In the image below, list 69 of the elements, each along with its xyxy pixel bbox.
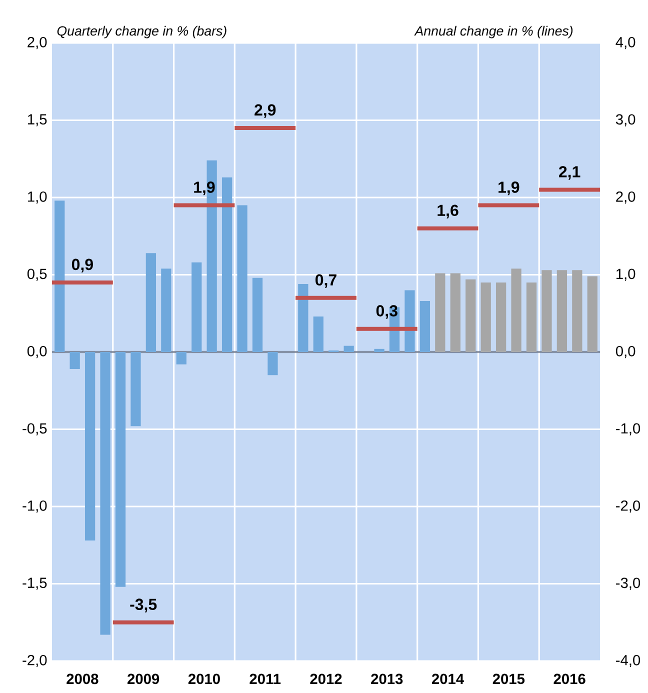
bar <box>84 352 96 540</box>
y-tick-label: 0,0 <box>27 346 47 358</box>
bar <box>54 200 65 352</box>
bar <box>480 282 491 352</box>
y2-axis-title: Annual change in % (lines) <box>414 26 573 38</box>
bar <box>115 352 126 587</box>
bar <box>526 282 537 352</box>
y-tick-label: 0,5 <box>27 268 47 281</box>
x-tick-label: 2008 <box>66 674 98 684</box>
bar <box>176 352 186 364</box>
bar <box>404 290 415 352</box>
x-tick-label: 2010 <box>188 674 220 684</box>
data-label: -3,5 <box>130 598 157 612</box>
bar <box>450 273 460 352</box>
bar <box>435 273 446 352</box>
bar <box>420 301 430 352</box>
data-label: 1,9 <box>194 182 215 196</box>
bar <box>130 352 141 426</box>
data-label: 2,9 <box>254 104 276 118</box>
bar <box>496 282 506 352</box>
y2-tick-label: 0,0 <box>616 346 636 358</box>
x-tick-label: 2009 <box>128 674 160 684</box>
y2-tick-label: -1,0 <box>616 423 640 436</box>
y2-tick-label: -3,0 <box>616 578 640 590</box>
bar <box>313 316 324 352</box>
y-tick-label: -2,0 <box>22 654 47 668</box>
data-label: 1,9 <box>498 182 520 196</box>
x-tick-label: 2015 <box>492 674 525 684</box>
bar <box>344 346 354 352</box>
x-tick-label: 2016 <box>554 674 586 684</box>
data-label: 0,9 <box>72 258 93 272</box>
bar <box>146 253 156 352</box>
bar <box>298 284 308 352</box>
y-tick-label: 1,0 <box>28 191 47 204</box>
y2-tick-label: 2,0 <box>616 191 636 204</box>
bar <box>268 352 278 376</box>
bar <box>587 276 598 352</box>
y-tick-label: -1,5 <box>22 578 47 590</box>
data-label: 2,1 <box>559 166 580 180</box>
data-label: 0,3 <box>376 305 398 319</box>
bar <box>466 279 476 352</box>
bar <box>100 352 110 635</box>
bar <box>70 352 80 369</box>
bar <box>374 348 384 352</box>
data-label: 1,6 <box>438 204 458 218</box>
x-tick-label: 2011 <box>250 674 281 684</box>
x-tick-label: 2012 <box>310 674 342 684</box>
y-tick-label: -0,5 <box>22 423 47 436</box>
y-tick-label: 1,5 <box>28 114 47 126</box>
bar <box>511 268 522 352</box>
x-tick-label: 2013 <box>371 674 403 684</box>
y-tick-label: -1,0 <box>22 500 47 513</box>
bar <box>237 205 248 352</box>
bar <box>161 268 172 352</box>
y2-tick-label: 4,0 <box>616 36 636 50</box>
y2-tick-label: 1,0 <box>616 268 636 281</box>
bar <box>252 278 263 352</box>
y-tick-label: 2,0 <box>28 36 47 50</box>
bar <box>222 177 232 352</box>
bar <box>556 270 568 352</box>
y2-tick-label: -4,0 <box>616 654 640 668</box>
bar <box>192 262 202 352</box>
y2-tick-label: -2,0 <box>616 500 640 513</box>
y2-tick-label: 3,0 <box>616 114 636 126</box>
bar <box>542 270 552 352</box>
y-axis-title: Quarterly change in % (bars) <box>57 26 226 38</box>
data-label: 0,7 <box>316 274 336 288</box>
x-tick-label: 2014 <box>432 674 464 684</box>
bar <box>572 270 582 352</box>
